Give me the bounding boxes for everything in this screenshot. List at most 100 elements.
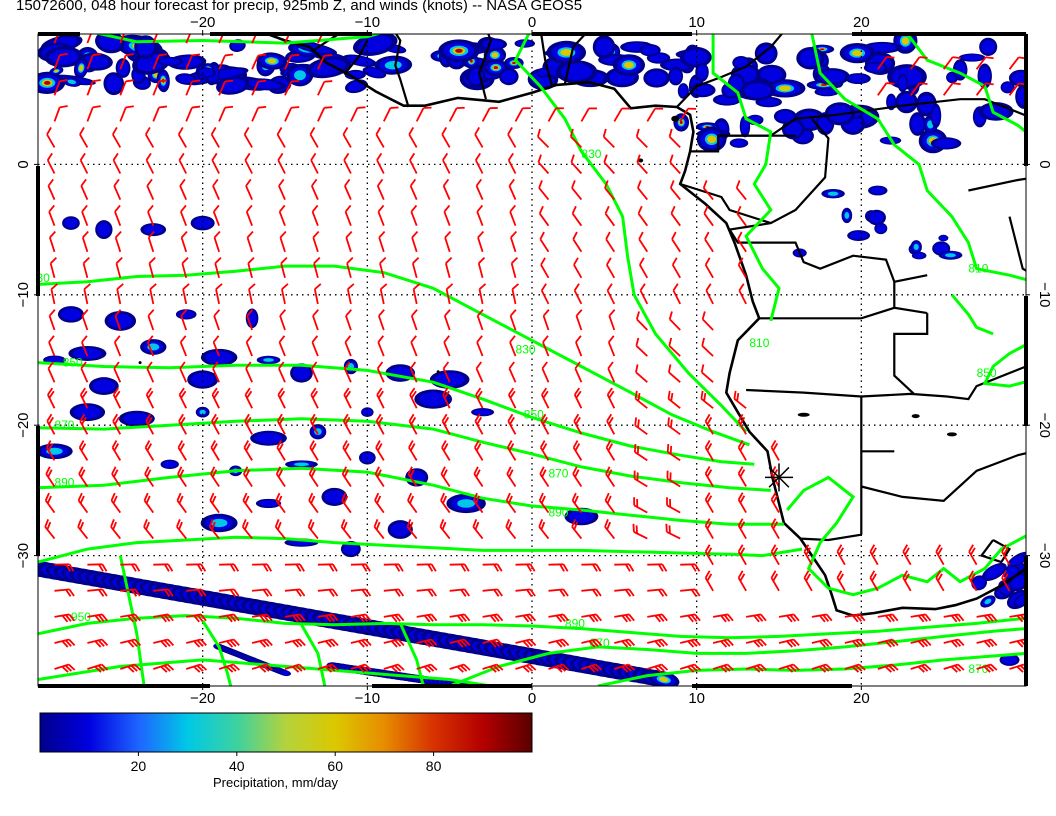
wind-barb: [474, 126, 484, 148]
bottom-lon-tick-label: −20: [190, 690, 215, 707]
precip-cell: [95, 220, 113, 240]
top-lon-tick-label: −10: [355, 14, 380, 31]
wind-barb: [178, 413, 187, 435]
wind-barb: [647, 588, 668, 597]
wind-barb: [50, 283, 59, 305]
contour-line: [982, 343, 1026, 388]
wind-barb: [78, 440, 89, 461]
wind-barb: [284, 613, 306, 623]
precip-cell: [732, 56, 750, 70]
country-border: [394, 34, 410, 108]
wind-barb: [245, 361, 253, 383]
wind-barb: [212, 335, 220, 357]
wind-barb: [482, 563, 503, 572]
wind-barb: [213, 309, 221, 331]
island: [671, 115, 680, 122]
wind-barb: [345, 309, 352, 331]
contour-line: [38, 658, 501, 686]
wind-barb: [606, 283, 616, 305]
island: [638, 158, 644, 163]
wind-barb: [510, 230, 517, 253]
wind-barb: [177, 466, 187, 487]
wind-barb: [377, 335, 385, 357]
wind-barb: [113, 361, 122, 383]
contour-label: 870: [54, 418, 74, 432]
contour-line: [786, 475, 1026, 597]
wind-barb: [251, 638, 273, 648]
wind-barb: [341, 492, 352, 514]
wind-barb: [844, 613, 866, 623]
country-border: [968, 177, 1026, 192]
island: [138, 361, 142, 365]
precip-cell: [309, 424, 327, 440]
wind-barb: [344, 178, 352, 200]
wind-barb: [382, 106, 399, 122]
precip-cell: [361, 407, 374, 418]
island: [911, 414, 920, 419]
island: [797, 412, 810, 417]
wind-barb: [148, 256, 156, 279]
wind-barb: [581, 663, 603, 673]
wind-barb: [345, 230, 353, 253]
wind-barb: [836, 544, 846, 566]
wind-barb: [647, 563, 668, 572]
precip-cell: [821, 189, 845, 199]
wind-barb: [146, 178, 155, 200]
precip-cell: [256, 52, 288, 70]
wind-barb: [378, 230, 386, 253]
wind-barb: [245, 204, 253, 227]
wind-barb: [281, 283, 289, 305]
wind-barb: [935, 570, 945, 592]
wind-barb: [79, 413, 89, 435]
wind-barb: [49, 230, 56, 253]
wind-barb: [571, 180, 583, 201]
contour-line: [38, 264, 750, 447]
wind-barb: [571, 492, 583, 514]
wind-barb: [638, 231, 649, 253]
wind-barb: [317, 638, 339, 648]
wind-barb: [571, 519, 583, 540]
wind-barb: [44, 492, 56, 514]
wind-barb: [180, 309, 188, 331]
precip-cell: [930, 137, 962, 150]
wind-barb: [573, 387, 583, 409]
wind-barb: [844, 638, 866, 648]
wind-barb: [115, 256, 123, 279]
wind-barb: [152, 34, 160, 44]
wind-barb: [482, 588, 503, 597]
wind-barb: [910, 638, 932, 648]
wind-barb: [383, 663, 405, 673]
colorbar-tick-label: 20: [131, 758, 147, 774]
precip-cell: [279, 669, 291, 677]
wind-barb: [442, 152, 451, 174]
wind-barb: [614, 563, 635, 572]
wind-barb: [252, 588, 273, 597]
wind-barb: [376, 387, 385, 409]
precip-cell: [103, 72, 125, 96]
wind-barb: [538, 519, 550, 540]
wind-barb: [243, 126, 253, 148]
wind-barb: [54, 588, 75, 597]
precip-cell: [981, 562, 1007, 582]
wind-barb: [737, 544, 747, 566]
wind-barb: [448, 106, 465, 122]
wind-barb: [340, 519, 352, 540]
wind-barb: [540, 413, 550, 435]
wind-barb: [573, 413, 583, 435]
wind-barb: [704, 466, 714, 487]
wind-barbs: [44, 34, 1026, 673]
precip-cell: [156, 56, 184, 66]
wind-barb: [515, 638, 537, 648]
wind-barb: [411, 230, 419, 253]
contour-label: 830: [516, 342, 536, 356]
wind-barb: [442, 178, 451, 200]
wind-barb: [669, 154, 681, 175]
wind-barb: [350, 638, 372, 648]
wind-barb: [219, 588, 240, 597]
wind-barb: [909, 82, 928, 96]
wind-barb: [276, 413, 286, 435]
wind-barb: [737, 257, 747, 279]
contour-label: 830: [30, 271, 50, 285]
wind-barb: [46, 413, 56, 435]
asterisk-stroke: [768, 466, 790, 488]
